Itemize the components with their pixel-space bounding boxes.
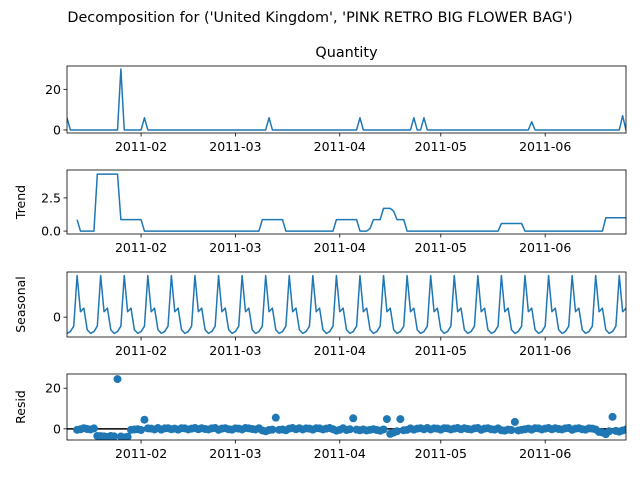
quantity-xtick-label: 2011-03 [209, 139, 261, 154]
quantity-xtick-label: 2011-05 [415, 139, 467, 154]
resid-point [510, 417, 519, 426]
resid-xtick-label: 2011-04 [314, 446, 366, 461]
resid-point [393, 427, 402, 436]
seasonal-xtick-label: 2011-05 [415, 343, 467, 358]
quantity-xtick-label: 2011-06 [519, 139, 571, 154]
resid-point [110, 432, 119, 440]
quantity-series-line [67, 68, 626, 131]
resid-point [635, 426, 640, 434]
trend-ylabel: Trend [13, 185, 28, 220]
resid-point [632, 424, 640, 432]
seasonal-ylabel: Seasonal [13, 276, 28, 333]
resid-point [629, 421, 637, 429]
quantity-ytick-label: 20 [45, 82, 61, 97]
resid-point [268, 425, 277, 434]
trend-panel: 0.0 2.5 2011-02 2011-03 2011-04 2011-05 2011-0… [13, 169, 627, 255]
quantity-axes-frame [66, 65, 627, 134]
resid-point [379, 425, 388, 434]
trend-axes-frame [66, 169, 627, 235]
quantity-panel-title: Quantity [315, 45, 378, 61]
quantity-panel: 0 20 2011-02 2011-03 2011-04 2011-05 2011-06 Qu… [45, 45, 627, 154]
resid-point [140, 415, 149, 424]
seasonal-xtick-label: 2011-02 [115, 343, 167, 358]
figure-title: Decomposition for ('United Kingdom', 'PI… [67, 10, 572, 26]
resid-point [507, 426, 516, 435]
resid-ylabel: Resid [13, 390, 28, 424]
resid-ytick-label: 0 [53, 421, 61, 436]
quantity-xtick-label: 2011-04 [314, 139, 366, 154]
seasonal-xtick-label: 2011-06 [519, 343, 571, 358]
seasonal-ytick-label: 0 [53, 310, 61, 325]
trend-ytick-label: 0.0 [41, 224, 61, 239]
resid-point [137, 426, 146, 435]
trend-xtick-label: 2011-06 [519, 240, 571, 255]
seasonal-panel: 0 2011-02 2011-03 2011-04 2011-05 2011-06 Seas… [13, 271, 627, 358]
resid-point [605, 427, 614, 436]
quantity-xtick-label: 2011-02 [115, 139, 167, 154]
resid-xtick-label: 2011-03 [209, 446, 261, 461]
resid-point [396, 415, 405, 424]
resid-panel: 0 20 2011-02 2011-03 2011-04 2011-05 2011-06 Re… [13, 373, 640, 461]
resid-point [625, 427, 626, 433]
quantity-ytick-label: 0 [53, 122, 61, 137]
trend-xtick-label: 2011-02 [115, 240, 167, 255]
resid-axes-frame [66, 373, 627, 441]
resid-point [349, 414, 358, 423]
resid-xtick-label: 2011-02 [115, 446, 167, 461]
seasonal-xtick-label: 2011-03 [209, 343, 261, 358]
resid-point [271, 413, 280, 422]
seasonal-series-line [67, 274, 626, 335]
trend-xtick-label: 2011-05 [415, 240, 467, 255]
seasonal-axes-frame [66, 271, 627, 338]
resid-point [345, 425, 354, 434]
trend-ytick-label: 2.5 [41, 190, 61, 205]
resid-xtick-label: 2011-06 [519, 446, 571, 461]
resid-point [382, 415, 391, 424]
trend-xtick-label: 2011-04 [314, 240, 366, 255]
resid-point [113, 375, 122, 384]
trend-xtick-label: 2011-03 [209, 240, 261, 255]
resid-point [608, 412, 617, 421]
resid-point [89, 424, 98, 433]
resid-point [622, 425, 626, 434]
resid-point [123, 432, 132, 440]
resid-points [73, 375, 640, 440]
resid-xtick-label: 2011-05 [415, 446, 467, 461]
resid-ytick-label: 20 [45, 381, 61, 396]
seasonal-xtick-label: 2011-04 [314, 343, 366, 358]
trend-series-line [76, 173, 626, 232]
